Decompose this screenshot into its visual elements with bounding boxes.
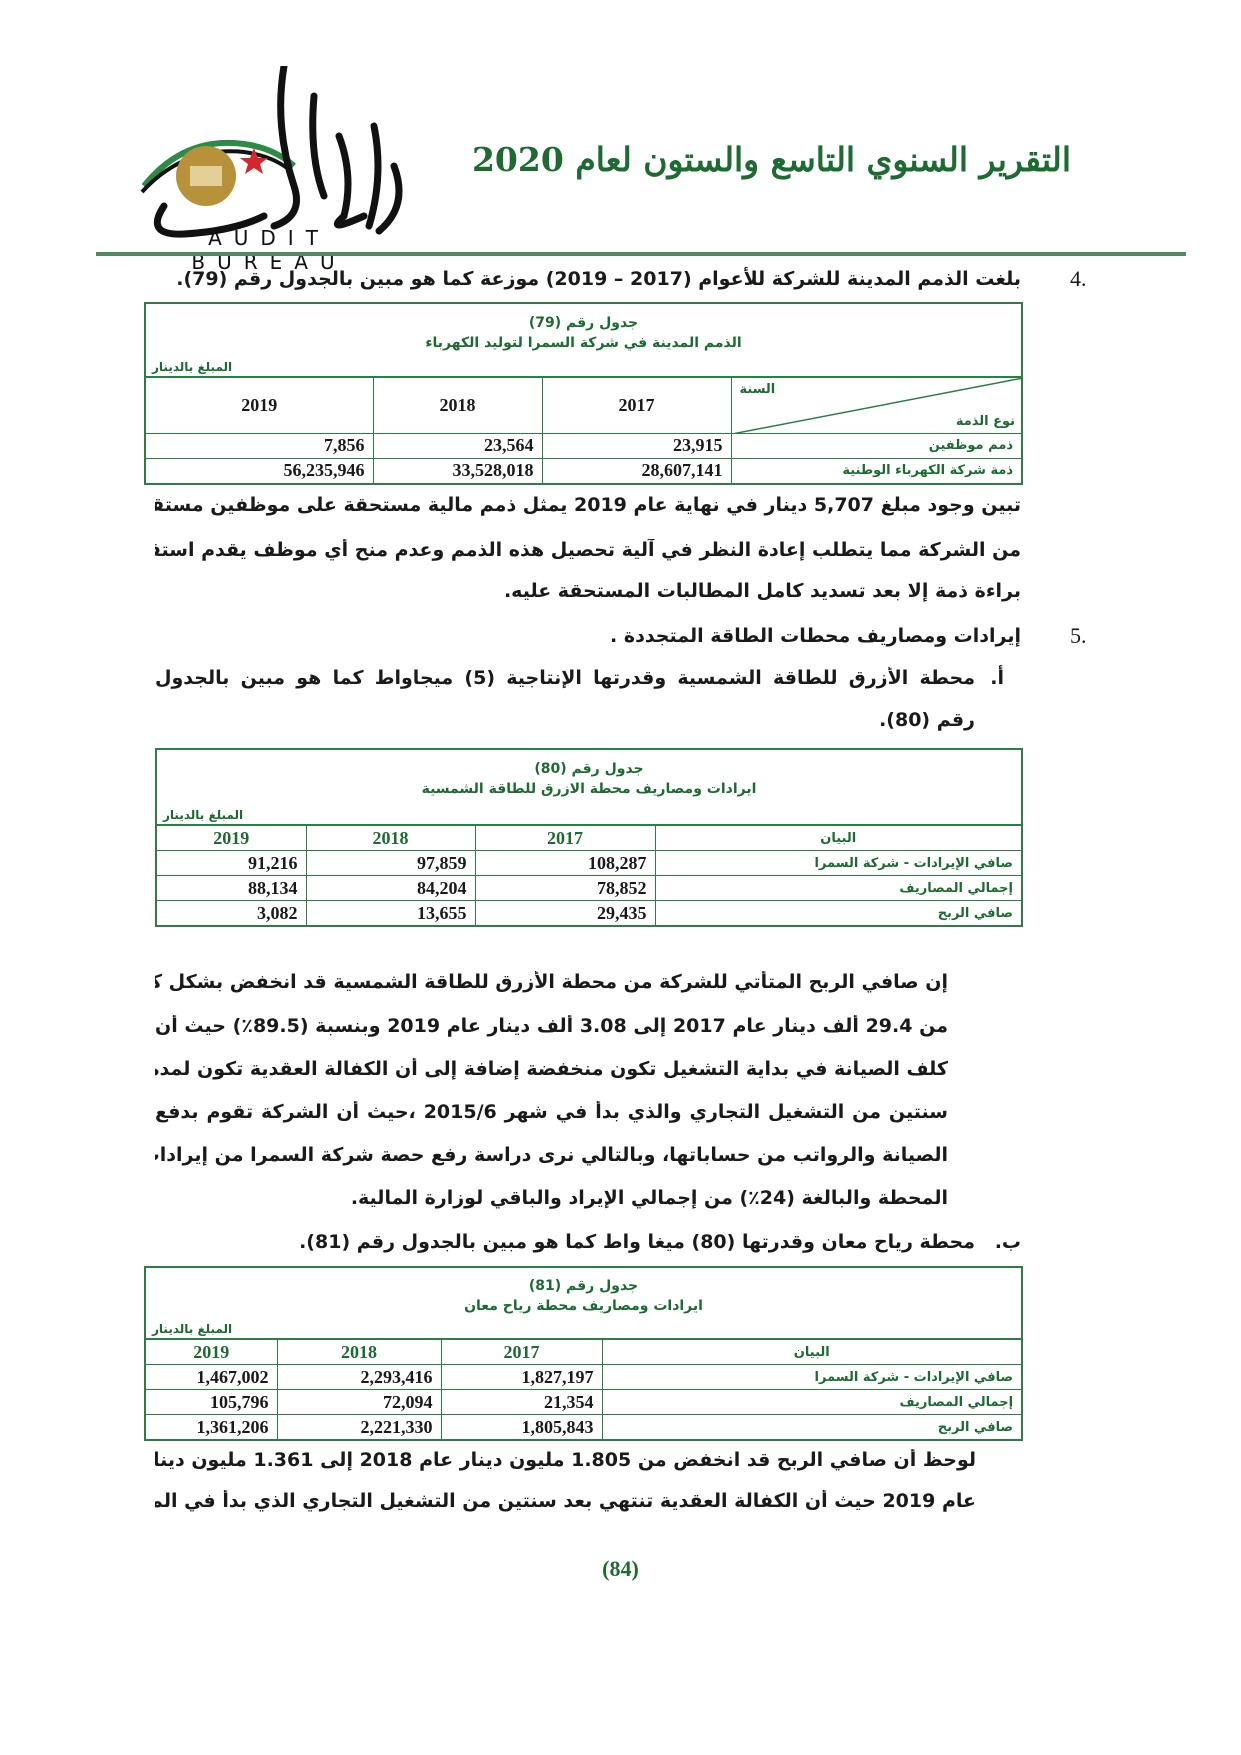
row-label: ذمم موظفين — [730, 432, 1023, 459]
row-label: إجمالي المصاريف — [601, 1389, 1023, 1415]
corner-header-cell: السنة نوع الذمة — [730, 376, 1023, 434]
table-80-caption: جدول رقم (80) ايرادات ومصاريف محطة الازر… — [155, 748, 1023, 826]
corner-bottom-label: نوع الذمة — [955, 413, 1016, 429]
year-header: 2018 — [276, 1338, 442, 1365]
year-header: 2017 — [440, 1338, 603, 1365]
cell: 7,856 — [144, 432, 374, 459]
paragraph-2-line: إن صافي الربح المتأتي للشركة من محطة الأ… — [155, 971, 948, 993]
cell: 21,354 — [440, 1389, 603, 1415]
cell: 2,293,416 — [276, 1364, 442, 1390]
cell: 3,082 — [155, 900, 307, 927]
cell: 108,287 — [474, 850, 656, 876]
table-row: 7,856 23,564 23,915 ذمم موظفين — [144, 432, 1023, 459]
paragraph-1-line: براءة ذمة إلا بعد تسديد كامل المطالبات ا… — [503, 580, 1021, 602]
corner-top-label: السنة — [739, 382, 776, 397]
paragraph-2-line: الصيانة والرواتب من حساباتها، وبالتالي ن… — [155, 1144, 948, 1166]
cell: 1,361,206 — [144, 1414, 278, 1441]
cell: 78,852 — [474, 875, 656, 901]
logo: AUDIT BUREAU — [124, 62, 414, 274]
table-79: جدول رقم (79) الذمم المدينة في شركة السم… — [144, 302, 1024, 485]
page-number: (84) — [602, 1556, 639, 1581]
label-header: البيان — [601, 1338, 1023, 1365]
cell: 33,528,018 — [372, 457, 543, 484]
table-row: 91,216 97,859 108,287 صافي الإيرادات - ش… — [155, 850, 1023, 876]
header-divider — [96, 252, 1186, 256]
item-4-number: 4. — [1070, 266, 1087, 291]
report-title: التقرير السنوي التاسع والستون لعام 2020 — [471, 140, 1071, 179]
item-b-letter: ب. — [994, 1231, 1021, 1253]
cell: 23,564 — [372, 432, 543, 459]
year-header: 2018 — [372, 376, 543, 434]
year-header: 2018 — [305, 824, 476, 851]
audit-bureau-logo-icon — [140, 62, 403, 238]
cell: 97,859 — [305, 850, 476, 876]
table-81-unit: المبلغ بالدينار — [152, 1322, 233, 1336]
year-header: 2017 — [541, 376, 732, 434]
diagonal-divider-icon — [731, 378, 1023, 434]
cell: 1,467,002 — [144, 1364, 278, 1390]
year-header: 2017 — [474, 824, 656, 851]
row-label: ذمة شركة الكهرباء الوطنية — [730, 457, 1023, 484]
item-a-letter: أ. — [990, 667, 1004, 689]
paragraph-2-line: من 29.4 ألف دينار عام 2017 إلى 3.08 ألف … — [155, 1015, 948, 1037]
table-79-unit: المبلغ بالدينار — [152, 360, 233, 374]
table-row: 1,361,206 2,221,330 1,805,843 صافي الربح — [144, 1414, 1023, 1441]
table-row: 1,467,002 2,293,416 1,827,197 صافي الإير… — [144, 1364, 1023, 1390]
cell: 23,915 — [541, 432, 732, 459]
cell: 2,221,330 — [276, 1414, 442, 1441]
table-row: 3,082 13,655 29,435 صافي الربح — [155, 900, 1023, 927]
year-header: 2019 — [144, 1338, 278, 1365]
table-79-number: جدول رقم (79) — [528, 315, 639, 331]
cell: 91,216 — [155, 850, 307, 876]
item-b-text: محطة رياح معان وقدرتها (80) ميغا واط كما… — [299, 1231, 975, 1253]
cell: 13,655 — [305, 900, 476, 927]
table-81-title: ايرادات ومصاريف محطة رياح معان — [464, 1298, 703, 1314]
cell: 28,607,141 — [541, 457, 732, 484]
paragraph-2-line: سنتين من التشغيل التجاري والذي بدأ في شه… — [155, 1101, 948, 1123]
table-81-number: جدول رقم (81) — [528, 1278, 639, 1294]
table-80: جدول رقم (80) ايرادات ومصاريف محطة الازر… — [155, 748, 1023, 927]
paragraph-3-line: عام 2019 حيث أن الكفالة العقدية تنتهي بع… — [155, 1490, 976, 1512]
year-header: 2019 — [144, 376, 374, 434]
item-5-number: 5. — [1070, 623, 1087, 648]
cell: 1,805,843 — [440, 1414, 603, 1441]
item-4-text: بلغت الذمم المدينة للشركة للأعوام (2017 … — [176, 268, 1021, 290]
item-a-line: محطة الأزرق للطاقة الشمسية وقدرتها الإنت… — [155, 667, 975, 689]
table-row: 56,235,946 33,528,018 28,607,141 ذمة شرك… — [144, 457, 1023, 484]
table-80-number: جدول رقم (80) — [534, 761, 644, 777]
table-row: 88,134 84,204 78,852 إجمالي المصاريف — [155, 875, 1023, 901]
row-label: صافي الإيرادات - شركة السمرا — [654, 850, 1023, 876]
item-5-text: إيرادات ومصاريف محطات الطاقة المتجددة . — [610, 625, 1021, 647]
table-79-title: الذمم المدينة في شركة السمرا لتوليد الكه… — [425, 335, 742, 351]
paragraph-1-line: من الشركة مما يتطلب إعادة النظر في آلية … — [155, 539, 1021, 561]
cell: 72,094 — [276, 1389, 442, 1415]
paragraph-3-line: لوحظ أن صافي الربح قد انخفض من 1.805 ملي… — [155, 1449, 976, 1471]
table-79-caption: جدول رقم (79) الذمم المدينة في شركة السم… — [144, 302, 1023, 378]
table-80-unit: المبلغ بالدينار — [163, 808, 244, 822]
item-a-line: رقم (80). — [879, 709, 975, 731]
row-label: صافي الإيرادات - شركة السمرا — [601, 1364, 1023, 1390]
cell: 105,796 — [144, 1389, 278, 1415]
table-81: جدول رقم (81) ايرادات ومصاريف محطة رياح … — [144, 1266, 1024, 1441]
cell: 84,204 — [305, 875, 476, 901]
row-label: إجمالي المصاريف — [654, 875, 1023, 901]
row-label: صافي الربح — [654, 900, 1023, 927]
cell: 56,235,946 — [144, 457, 374, 484]
year-header: 2019 — [155, 824, 307, 851]
table-81-caption: جدول رقم (81) ايرادات ومصاريف محطة رياح … — [144, 1266, 1023, 1340]
paragraph-2-line: كلف الصيانة في بداية التشغيل تكون منخفضة… — [155, 1058, 948, 1080]
paragraph-1-line: تبين وجود مبلغ 5,707 دينار في نهاية عام … — [155, 494, 1021, 516]
table-80-title: ايرادات ومصاريف محطة الازرق للطاقة الشمس… — [421, 781, 757, 797]
label-header: البيان — [654, 824, 1023, 851]
row-label: صافي الربح — [601, 1414, 1023, 1441]
cell: 88,134 — [155, 875, 307, 901]
cell: 29,435 — [474, 900, 656, 927]
table-row: 105,796 72,094 21,354 إجمالي المصاريف — [144, 1389, 1023, 1415]
logo-text-en: AUDIT BUREAU — [191, 226, 347, 274]
paragraph-2-line: المحطة والبالغة (24٪) من إجمالي الإيراد … — [350, 1187, 948, 1209]
cell: 1,827,197 — [440, 1364, 603, 1390]
